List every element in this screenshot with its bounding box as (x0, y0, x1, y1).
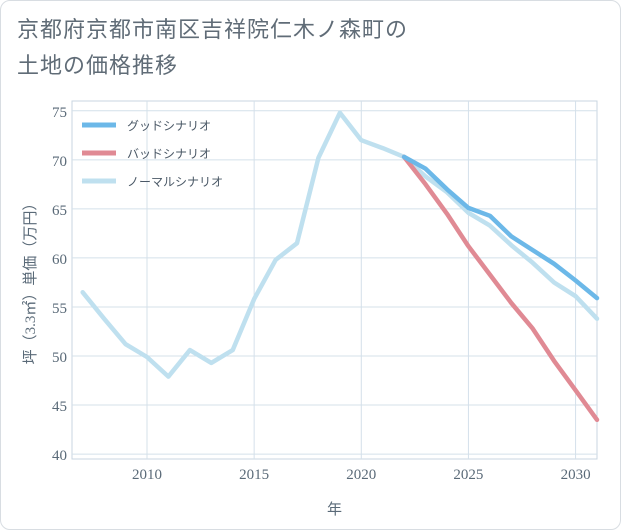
y-tick-label: 50 (52, 350, 67, 366)
grid (71, 100, 598, 460)
y-tick-label: 60 (52, 252, 67, 268)
x-tick-label: 2020 (346, 467, 376, 483)
y-tick-label: 55 (52, 301, 67, 317)
y-tick-label: 70 (52, 154, 67, 170)
chart-title: 京都府京都市南区吉祥院仁木ノ森町の 土地の価格推移 (17, 13, 577, 85)
x-tick-label: 2030 (561, 467, 591, 483)
x-tick-label: 2025 (453, 467, 483, 483)
series-line-2 (80, 110, 600, 379)
series-lines (80, 110, 600, 423)
y-tick-label: 45 (52, 399, 67, 415)
chart-title-line-1: 京都府京都市南区吉祥院仁木ノ森町の (17, 18, 409, 43)
tick-labels: 40 45 50 55 60 65 70 75 2010 2015 2020 2025 2030 (52, 105, 591, 483)
series-line-1 (401, 154, 600, 423)
y-tick-label: 40 (52, 448, 67, 464)
y-tick-label: 65 (52, 203, 67, 219)
legend-label: グッドシナリオ (127, 119, 211, 133)
chart-title-line-2: 土地の価格推移 (17, 54, 179, 79)
plot-border (71, 100, 598, 460)
x-axis-label: 年 (327, 501, 342, 518)
y-tick-label: 75 (52, 105, 67, 121)
x-tick-label: 2010 (132, 467, 162, 483)
legend-label: ノーマルシナリオ (127, 175, 223, 189)
legend-label: バッドシナリオ (127, 147, 211, 161)
series-line-0 (401, 154, 600, 301)
x-tick-label: 2015 (239, 467, 269, 483)
y-axis-label: 坪（3.3㎡）単価（万円） (22, 196, 39, 365)
